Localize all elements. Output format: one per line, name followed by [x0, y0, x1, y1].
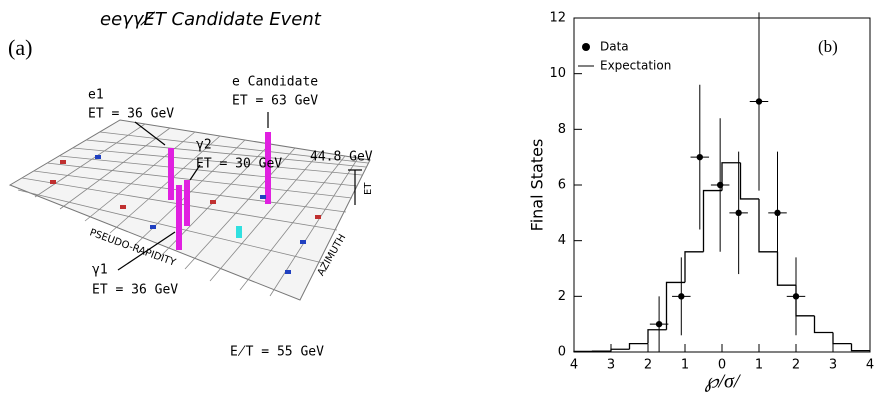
histogram-step — [684, 251, 704, 283]
histogram-step — [665, 281, 685, 330]
histogram-step — [721, 162, 741, 191]
data-point — [696, 153, 703, 161]
histogram-step — [573, 350, 593, 353]
arrows — [117, 112, 362, 271]
x-tick-label: 3 — [607, 358, 615, 373]
x-tick-label: 1 — [755, 358, 763, 373]
y-axis-label: Final States — [528, 139, 547, 232]
scale-label: 44.8 GeV — [310, 150, 373, 165]
ec-et: ET = 63 GeV — [232, 94, 318, 109]
towers — [50, 132, 321, 274]
x-tick-label: 2 — [644, 358, 652, 373]
met-label: E̸T = 55 GeV — [230, 345, 324, 360]
data-point — [716, 181, 724, 189]
x-tick-label: 3 — [829, 358, 837, 373]
g1-label: γ1 — [92, 263, 108, 278]
legend-label: Data — [600, 40, 629, 54]
ec-label: e Candidate — [232, 75, 318, 90]
histogram-step — [832, 332, 852, 345]
data-point — [774, 209, 781, 217]
panel-label: (a) — [8, 35, 32, 60]
data-point — [755, 98, 763, 105]
histogram-step — [850, 343, 870, 352]
data-point — [655, 320, 663, 328]
panel-label: (b) — [818, 37, 838, 56]
legend-label: Expectation — [600, 59, 671, 73]
data-point — [735, 209, 742, 217]
panel-a: eeγγE̸T Candidate Event (a) e1 ET = 36 G… — [8, 9, 374, 360]
y-tick-label: 8 — [558, 122, 566, 137]
g2-et: ET = 30 GeV — [196, 157, 282, 172]
histogram-step — [702, 189, 722, 252]
x-tick-label: 0 — [718, 358, 726, 373]
y-tick-label: 10 — [549, 66, 566, 81]
y-tick-label: 12 — [549, 11, 566, 26]
histogram-step — [610, 348, 630, 352]
y-tick-label: 2 — [558, 289, 566, 304]
et-axis: ET — [363, 182, 374, 195]
histogram-step — [776, 251, 796, 286]
histogram-step — [628, 343, 648, 350]
x-tick-label: 4 — [866, 358, 874, 373]
y-tick-label: 4 — [558, 233, 566, 248]
y-tick-label: 6 — [558, 178, 566, 193]
x-tick-label: 1 — [681, 358, 689, 373]
histogram-step — [758, 198, 778, 253]
x-axis-label: ℘/σ/ — [705, 371, 742, 393]
g1-et: ET = 36 GeV — [92, 283, 178, 298]
event-title: eeγγE̸T Candidate Event — [100, 9, 322, 30]
histogram-step — [795, 285, 815, 317]
e1-label: e1 — [88, 88, 104, 103]
x-tick-label: 2 — [792, 358, 800, 373]
y-tick-label: 0 — [558, 345, 566, 360]
legend-marker — [582, 43, 590, 51]
e1-et: ET = 36 GeV — [88, 107, 174, 122]
x-tick-label: 4 — [570, 358, 578, 373]
histogram-step — [647, 329, 667, 344]
data-point — [792, 293, 800, 300]
g2-label: γ2 — [196, 138, 212, 153]
histogram-step — [813, 315, 833, 334]
histogram-step — [739, 162, 759, 200]
data-point — [678, 293, 685, 300]
